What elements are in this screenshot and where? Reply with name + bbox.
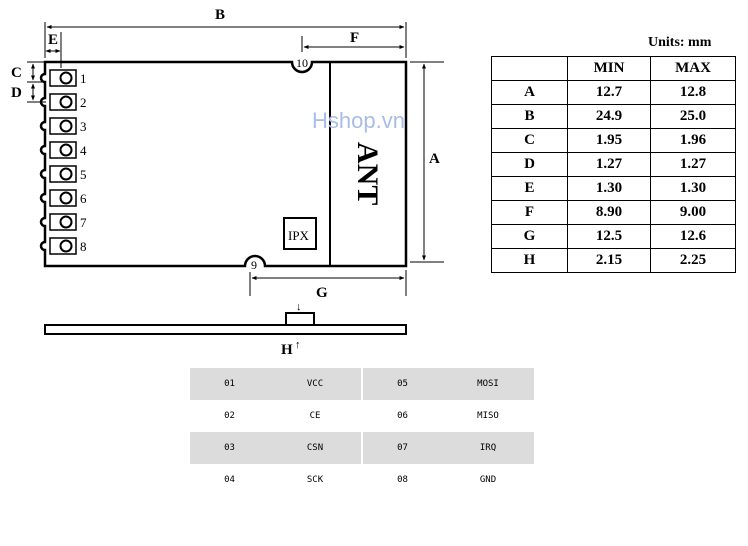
pin-number: 02 bbox=[224, 411, 235, 421]
pin-pad-2 bbox=[49, 93, 77, 111]
dimension-g-label: G bbox=[316, 285, 328, 301]
table-row: H 2.15 2.25 bbox=[491, 248, 736, 273]
pin-signal: SCK bbox=[306, 475, 324, 485]
pin-label: 8 bbox=[80, 239, 87, 254]
pin-label: 1 bbox=[80, 71, 87, 86]
table-row: B 24.9 25.0 bbox=[491, 104, 736, 129]
dimension-f-label: F bbox=[350, 30, 359, 46]
pin-number: 08 bbox=[397, 475, 408, 485]
table-cell: A bbox=[491, 80, 568, 105]
side-view-board bbox=[44, 324, 407, 335]
table-header-row: MIN MAX bbox=[491, 56, 736, 81]
table-cell: 1.30 bbox=[567, 176, 651, 201]
pad-10-label: 10 bbox=[296, 56, 308, 70]
pin-signal: GND bbox=[479, 475, 497, 485]
dimension-a-label: A bbox=[429, 151, 440, 167]
pin-assignment-table: 01 VCC 05 MOSI 02 CE 06 MISO 03 CSN 07 I… bbox=[190, 368, 534, 496]
pin-label: 7 bbox=[80, 215, 87, 230]
dimension-b-label: B bbox=[215, 7, 225, 23]
pin-pads bbox=[49, 69, 77, 255]
table-cell: 12.8 bbox=[650, 80, 736, 105]
table-row: G 12.5 12.6 bbox=[491, 224, 736, 249]
dimension-h-arrow-up: ↑ bbox=[295, 339, 301, 351]
pin-signal: MOSI bbox=[442, 368, 534, 400]
table-row: E 1.30 1.30 bbox=[491, 176, 736, 201]
pin-number: 04 bbox=[224, 475, 235, 485]
pin-label: 5 bbox=[80, 167, 87, 182]
pin-pad-3 bbox=[49, 117, 77, 135]
pin-number: 07 bbox=[363, 432, 442, 464]
dimension-d-label: D bbox=[11, 85, 22, 101]
table-cell: 9.00 bbox=[650, 200, 736, 225]
table-cell: 1.27 bbox=[650, 152, 736, 177]
table-cell: F bbox=[491, 200, 568, 225]
pin-label: 4 bbox=[80, 143, 87, 158]
table-cell: 1.27 bbox=[567, 152, 651, 177]
table-cell: E bbox=[491, 176, 568, 201]
pin-number: 05 bbox=[363, 368, 442, 400]
pin-signal: IRQ bbox=[442, 432, 534, 464]
table-header-cell bbox=[491, 56, 568, 81]
table-cell: 12.7 bbox=[567, 80, 651, 105]
table-cell: D bbox=[491, 152, 568, 177]
pin-row: 03 CSN 07 IRQ bbox=[190, 432, 534, 464]
table-row: C 1.95 1.96 bbox=[491, 128, 736, 153]
module-outline bbox=[39, 60, 408, 268]
dimension-h-arrow-down: ↓ bbox=[296, 301, 302, 313]
table-cell: 1.30 bbox=[650, 176, 736, 201]
table-cell: 25.0 bbox=[650, 104, 736, 129]
pin-pad-7 bbox=[49, 213, 77, 231]
pin-signal: MISO bbox=[477, 411, 499, 421]
pin-number: 03 bbox=[190, 432, 269, 464]
table-cell: 12.5 bbox=[567, 224, 651, 249]
pin-pad-1 bbox=[49, 69, 77, 87]
table-cell: 1.95 bbox=[567, 128, 651, 153]
table-cell: G bbox=[491, 224, 568, 249]
table-header-cell: MAX bbox=[650, 56, 736, 81]
pin-pad-5 bbox=[49, 165, 77, 183]
pin-pad-8 bbox=[49, 237, 77, 255]
ipx-connector bbox=[283, 217, 317, 250]
pad-9-label: 9 bbox=[251, 258, 257, 272]
watermark: Hshop.vn bbox=[312, 108, 405, 133]
side-view-connector bbox=[285, 312, 315, 326]
pin-signal: VCC bbox=[269, 368, 361, 400]
table-cell: 2.25 bbox=[650, 248, 736, 273]
table-cell: 12.6 bbox=[650, 224, 736, 249]
antenna-label: ANT bbox=[351, 142, 384, 205]
table-row: D 1.27 1.27 bbox=[491, 152, 736, 177]
table-cell: H bbox=[491, 248, 568, 273]
dimension-c-label: C bbox=[11, 65, 22, 81]
pin-label: 2 bbox=[80, 95, 87, 110]
ipx-label: IPX bbox=[288, 228, 310, 243]
pin-pad-4 bbox=[49, 141, 77, 159]
units-label: Units: mm bbox=[648, 35, 712, 50]
dimension-e-label: E bbox=[48, 32, 58, 48]
table-row: A 12.7 12.8 bbox=[491, 80, 736, 105]
pin-signal: CE bbox=[309, 411, 321, 421]
pin-label: 3 bbox=[80, 119, 87, 134]
dimensions-table: MIN MAX A 12.7 12.8 B 24.9 25.0 C 1.95 1… bbox=[491, 56, 736, 273]
table-cell: 1.96 bbox=[650, 128, 736, 153]
table-row: F 8.90 9.00 bbox=[491, 200, 736, 225]
pin-number: 06 bbox=[397, 411, 408, 421]
dimension-h-label: H bbox=[281, 342, 293, 358]
table-cell: 8.90 bbox=[567, 200, 651, 225]
table-cell: C bbox=[491, 128, 568, 153]
pin-row: 04 SCK 08 GND bbox=[190, 464, 534, 496]
pin-row: 02 CE 06 MISO bbox=[190, 400, 534, 432]
pin-pad-6 bbox=[49, 189, 77, 207]
table-cell: 24.9 bbox=[567, 104, 651, 129]
table-header-cell: MIN bbox=[567, 56, 651, 81]
pin-number: 01 bbox=[190, 368, 269, 400]
pin-row: 01 VCC 05 MOSI bbox=[190, 368, 534, 400]
pin-signal: CSN bbox=[269, 432, 361, 464]
pin-label: 6 bbox=[80, 191, 87, 206]
table-cell: 2.15 bbox=[567, 248, 651, 273]
table-cell: B bbox=[491, 104, 568, 129]
